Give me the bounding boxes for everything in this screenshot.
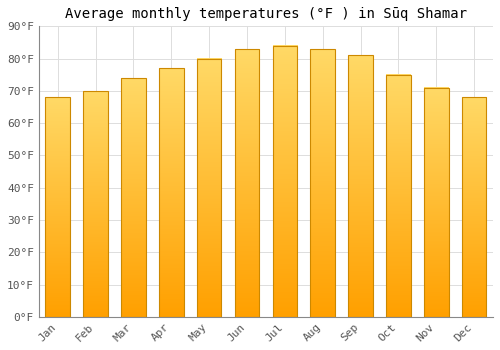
Bar bbox=[462, 97, 486, 317]
Bar bbox=[46, 97, 70, 317]
Bar bbox=[234, 49, 260, 317]
Bar bbox=[84, 91, 108, 317]
Bar bbox=[310, 49, 335, 317]
Bar bbox=[272, 46, 297, 317]
Bar bbox=[386, 75, 410, 317]
Bar bbox=[121, 78, 146, 317]
Title: Average monthly temperatures (°F ) in Sūq Shamar: Average monthly temperatures (°F ) in Sū… bbox=[65, 7, 467, 21]
Bar bbox=[159, 68, 184, 317]
Bar bbox=[197, 58, 222, 317]
Bar bbox=[348, 55, 373, 317]
Bar bbox=[424, 88, 448, 317]
